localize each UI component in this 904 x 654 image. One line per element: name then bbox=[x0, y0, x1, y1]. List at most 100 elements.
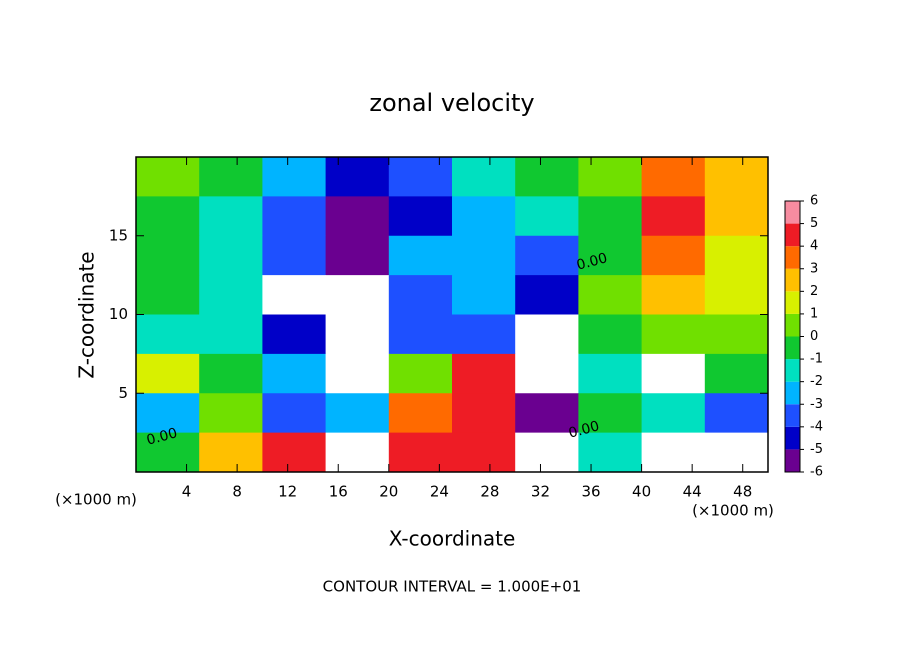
y-unit-label: (×1000 m) bbox=[55, 491, 137, 509]
cell bbox=[388, 314, 453, 355]
cell bbox=[515, 235, 579, 276]
cell bbox=[136, 393, 200, 434]
cell bbox=[641, 314, 706, 355]
cell bbox=[452, 235, 516, 276]
colorbar-label: 5 bbox=[810, 216, 818, 231]
cell bbox=[704, 393, 769, 434]
cell bbox=[325, 157, 390, 197]
cell bbox=[199, 393, 263, 434]
colorbar-band bbox=[785, 336, 800, 360]
cell bbox=[388, 432, 453, 473]
colorbar-band bbox=[785, 291, 800, 314]
colorbar-band bbox=[785, 449, 800, 472]
colorbar-band bbox=[785, 404, 800, 427]
cell bbox=[199, 314, 263, 355]
colorbar-label: -2 bbox=[810, 374, 823, 389]
cell bbox=[325, 353, 390, 394]
colorbar-band bbox=[785, 201, 800, 224]
x-tick-label: 8 bbox=[232, 483, 242, 501]
cell bbox=[199, 353, 263, 394]
cell bbox=[452, 432, 516, 473]
cell bbox=[452, 314, 516, 355]
colorbar-band bbox=[785, 381, 800, 405]
cell bbox=[452, 157, 516, 197]
cell bbox=[388, 196, 453, 237]
cell bbox=[704, 275, 769, 315]
colorbar-label: 0 bbox=[810, 329, 818, 344]
cell bbox=[641, 275, 706, 315]
cell bbox=[641, 196, 706, 237]
cell bbox=[136, 235, 200, 276]
cell bbox=[199, 275, 263, 315]
cell bbox=[199, 157, 263, 197]
colorbar-label: -6 bbox=[810, 465, 823, 480]
colorbar-label: 3 bbox=[810, 261, 818, 276]
cell bbox=[515, 196, 579, 237]
colorbar-band bbox=[785, 426, 800, 450]
y-tick-label: 5 bbox=[118, 384, 128, 402]
cell bbox=[641, 157, 706, 197]
contour-label: 0.00 bbox=[575, 250, 609, 274]
cell bbox=[515, 432, 579, 473]
cell bbox=[136, 157, 200, 197]
x-tick-label: 40 bbox=[632, 483, 651, 501]
cell bbox=[704, 432, 769, 473]
cell bbox=[136, 314, 200, 355]
cell bbox=[262, 235, 327, 276]
cell bbox=[515, 157, 579, 197]
cell bbox=[325, 393, 390, 434]
x-tick-label: 36 bbox=[581, 483, 600, 501]
cell bbox=[262, 314, 327, 355]
cell bbox=[136, 432, 200, 473]
chart-title: zonal velocity bbox=[369, 89, 534, 117]
cell bbox=[325, 275, 390, 315]
cell bbox=[578, 157, 643, 197]
cell bbox=[325, 196, 390, 237]
cell bbox=[641, 432, 706, 473]
cell bbox=[452, 393, 516, 434]
colorbar-label: 6 bbox=[810, 194, 818, 209]
cell bbox=[515, 393, 579, 434]
cell bbox=[388, 275, 453, 315]
cell bbox=[704, 314, 769, 355]
colorbar-label: 2 bbox=[810, 284, 818, 299]
cell bbox=[641, 353, 706, 394]
colorbar-band bbox=[785, 246, 800, 269]
x-tick-label: 20 bbox=[379, 483, 398, 501]
y-tick-label: 15 bbox=[109, 226, 128, 244]
cell bbox=[388, 353, 453, 394]
colorbar-band bbox=[785, 223, 800, 247]
cell bbox=[641, 393, 706, 434]
cell bbox=[136, 353, 200, 394]
cell bbox=[262, 196, 327, 237]
cell bbox=[262, 275, 327, 315]
cell bbox=[262, 353, 327, 394]
contour-label: 0.00 bbox=[145, 425, 179, 449]
x-tick-label: 28 bbox=[480, 483, 499, 501]
cell bbox=[704, 353, 769, 394]
cell bbox=[262, 432, 327, 473]
cell bbox=[262, 393, 327, 434]
cell bbox=[136, 275, 200, 315]
cell bbox=[136, 196, 200, 237]
cell bbox=[578, 196, 643, 237]
cell bbox=[325, 432, 390, 473]
cell bbox=[578, 432, 643, 473]
x-tick-label: 24 bbox=[430, 483, 449, 501]
colorbar-label: 4 bbox=[810, 239, 818, 254]
cell bbox=[578, 314, 643, 355]
cell bbox=[262, 157, 327, 197]
cell bbox=[578, 235, 643, 276]
cell bbox=[452, 196, 516, 237]
colorbar-label: -5 bbox=[810, 442, 823, 457]
cell bbox=[578, 393, 643, 434]
cell bbox=[515, 314, 579, 355]
colorbar-label: -3 bbox=[810, 397, 823, 412]
cell bbox=[704, 196, 769, 237]
colorbar-label: -1 bbox=[810, 352, 823, 367]
y-tick-label: 10 bbox=[109, 305, 128, 323]
x-tick-label: 32 bbox=[531, 483, 550, 501]
contour-label: 0.00 bbox=[567, 418, 601, 442]
colorbar-band bbox=[785, 359, 800, 382]
